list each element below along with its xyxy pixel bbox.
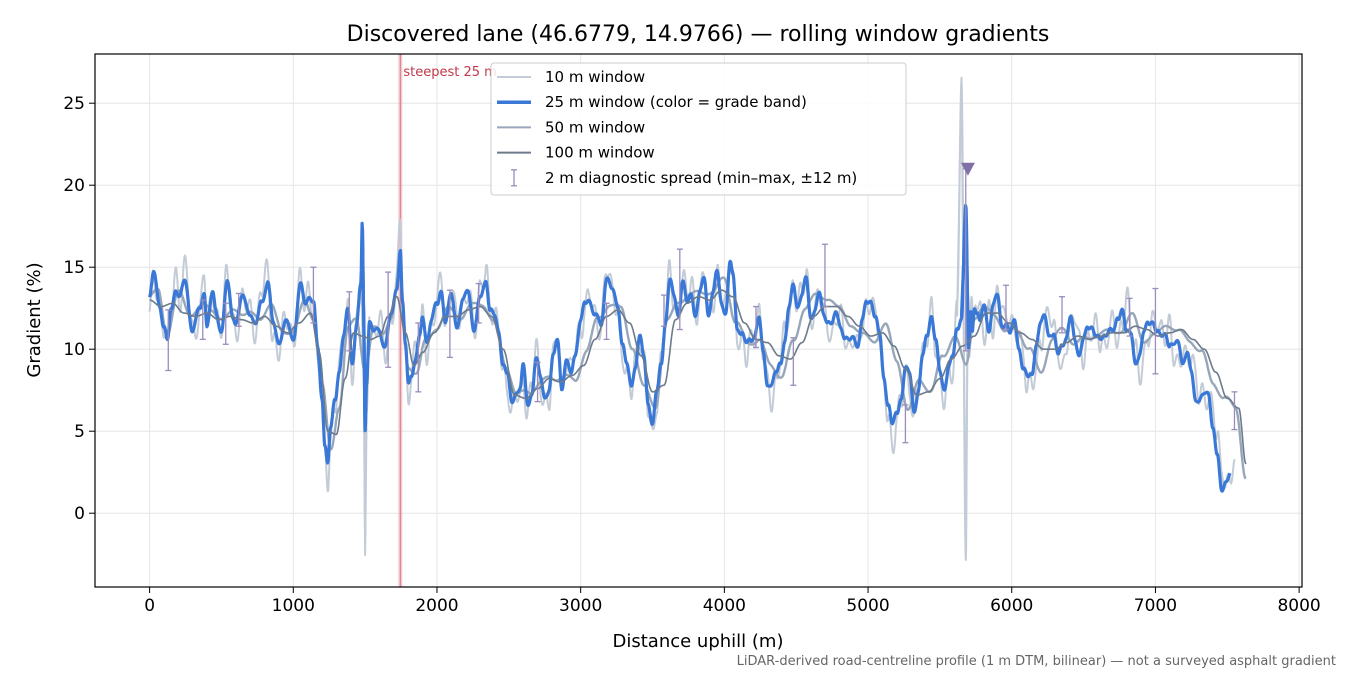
peak-marker: [960, 162, 975, 176]
legend: 10 m window 25 m window (color = grade ba…: [490, 62, 907, 196]
legend-item-w50: 50 m window: [497, 118, 645, 136]
x-axis: 0 1000 2000 3000 4000 5000 6000 7000 8000: [144, 587, 1321, 616]
spread-bar: [415, 322, 422, 393]
legend-label: 10 m window: [545, 68, 645, 86]
spread-bar: [199, 299, 206, 341]
spread-bar: [676, 248, 683, 331]
marker-layer: [960, 162, 975, 176]
spread-bar: [752, 305, 759, 349]
series-line-w50: [148, 270, 1247, 480]
y-tick-label: 0: [74, 504, 85, 524]
spread-bar: [1002, 284, 1009, 331]
spread-bar: [446, 289, 453, 359]
spread-bar: [475, 282, 482, 324]
y-tick-label: 10: [63, 340, 85, 360]
legend-item-w10: 10 m window: [497, 68, 645, 86]
legend-item-w100: 100 m window: [497, 144, 655, 162]
spread-bar: [346, 291, 353, 352]
y-axis: 0 5 10 15 20 25: [63, 94, 95, 524]
spread-bar: [790, 337, 797, 386]
x-tick-label: 2000: [415, 596, 458, 616]
legend-label: 50 m window: [545, 118, 645, 136]
axes-frame: [94, 53, 1303, 588]
spread-bar: [1059, 296, 1066, 334]
spread-bar: [1126, 297, 1133, 337]
x-tick-label: 3000: [559, 596, 602, 616]
x-tick-label: 5000: [846, 596, 889, 616]
legend-label: 2 m diagnostic spread (min–max, ±12 m): [545, 169, 857, 187]
x-tick-label: 8000: [1277, 596, 1320, 616]
spread-bar: [222, 302, 229, 345]
steepest-annotation-layer: steepest 25 m: [398, 54, 497, 587]
spread-bar: [310, 266, 317, 324]
spread-bar: [821, 243, 828, 308]
series-layer: [148, 76, 1247, 561]
legend-frame: [490, 62, 907, 196]
legend-label: 100 m window: [545, 144, 655, 162]
x-axis-title: Distance uphill (m): [613, 631, 784, 652]
spread-bar: [1231, 391, 1238, 431]
plot-area: [148, 76, 1247, 561]
y-tick-label: 15: [63, 258, 85, 278]
spread-bar: [165, 309, 172, 372]
x-tick-label: 7000: [1134, 596, 1177, 616]
spread-bar: [534, 361, 541, 403]
x-tick-label: 1000: [272, 596, 315, 616]
spread-bar: [902, 404, 909, 444]
steepest-label: steepest 25 m: [403, 65, 496, 80]
y-axis-title: Gradient (%): [24, 262, 45, 377]
y-tick-label: 5: [74, 422, 85, 442]
y-tick-label: 20: [63, 176, 85, 196]
legend-item-spread: 2 m diagnostic spread (min–max, ±12 m): [511, 169, 857, 187]
y-tick-label: 25: [63, 94, 85, 114]
spread-bar: [603, 302, 610, 341]
x-tick-label: 4000: [703, 596, 746, 616]
legend-label: 25 m window (color = grade band): [545, 93, 807, 111]
series-line-w25: [148, 203, 1232, 493]
chart-title: Discovered lane (46.6779, 14.9766) — rol…: [347, 22, 1050, 47]
spread-bar: [1152, 287, 1159, 375]
spread-layer: [165, 168, 1238, 444]
x-tick-label: 0: [144, 596, 155, 616]
spread-bar: [661, 294, 668, 327]
spread-bar: [235, 292, 242, 327]
x-tick-label: 6000: [990, 596, 1033, 616]
series-line-w100: [149, 289, 1247, 465]
legend-item-w25: 25 m window (color = grade band): [497, 93, 807, 111]
footnote: LiDAR-derived road-centreline profile (1…: [737, 654, 1336, 669]
spread-bar: [385, 271, 392, 368]
